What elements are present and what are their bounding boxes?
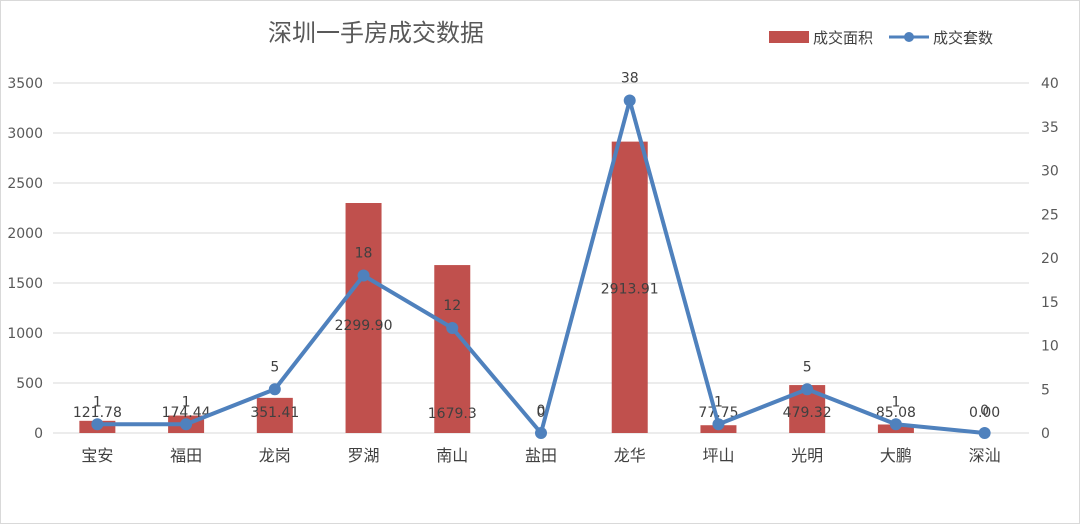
line-point	[978, 427, 991, 439]
line-point	[91, 418, 104, 431]
category-label: 坪山	[702, 446, 734, 465]
left-axis-tick-label: 500	[16, 376, 43, 392]
line-data-label: 12	[443, 298, 461, 314]
category-axis: 宝安 福田 龙岗 罗湖 南山 盐田 龙华 坪山 光明 大鹏 深汕	[81, 446, 1000, 465]
left-axis-tick-label: 2500	[7, 176, 43, 192]
left-axis-tick-label: 1000	[7, 326, 43, 342]
right-axis-tick-label: 5	[1041, 382, 1050, 398]
bar-data-label: 351.41	[250, 405, 299, 421]
bar-series	[79, 141, 914, 433]
line-point	[623, 94, 636, 107]
legend-bar-swatch	[769, 31, 809, 43]
bar-data-labels: 121.78 174.44 351.41 2299.90 1679.3 0 2913.91 7…	[73, 282, 1000, 422]
bar-data-label: 2299.90	[335, 318, 393, 334]
line-data-label: 5	[270, 359, 279, 375]
line-point	[268, 383, 281, 396]
left-axis-tick-label: 2000	[7, 226, 43, 242]
bar	[434, 265, 471, 433]
line-data-label: 5	[803, 359, 812, 375]
line-point	[535, 427, 547, 439]
line-data-label: 0	[980, 403, 989, 419]
right-axis-tick-label: 0	[1041, 426, 1050, 442]
chart-title: 深圳一手房成交数据	[268, 19, 484, 47]
left-axis-tick-label: 3500	[7, 76, 43, 92]
category-label: 盐田	[525, 446, 557, 465]
right-axis-tick-label: 30	[1041, 164, 1059, 180]
right-axis-tick-label: 40	[1041, 76, 1059, 92]
right-axis: 0 5 10 15 20 25 30 35 40	[1041, 76, 1059, 442]
legend-bar-label: 成交面积	[813, 29, 873, 47]
left-axis-tick-label: 0	[34, 426, 43, 442]
category-label: 福田	[170, 446, 202, 465]
bar	[611, 141, 648, 433]
line-data-label: 1	[93, 394, 102, 410]
legend-line-label: 成交套数	[933, 29, 993, 47]
right-axis-tick-label: 25	[1041, 207, 1059, 223]
category-label: 宝安	[81, 446, 113, 465]
category-label: 南山	[436, 446, 468, 465]
left-axis: 0 500 1000 1500 2000 2500 3000 3500	[7, 76, 43, 442]
right-axis-tick-label: 15	[1041, 295, 1059, 311]
line-data-label: 0	[537, 403, 546, 419]
line-series	[91, 94, 991, 439]
line-point	[889, 418, 902, 431]
bar	[256, 397, 293, 433]
line-data-label: 1	[891, 394, 900, 410]
right-axis-tick-label: 20	[1041, 251, 1059, 267]
line-data-labels: 1 1 5 18 12 0 38 1 5 1 0	[93, 71, 989, 420]
line-point	[712, 418, 725, 431]
legend-line-marker	[904, 32, 914, 42]
bar-data-label: 85.08	[876, 405, 916, 421]
category-label: 光明	[791, 446, 823, 465]
left-axis-tick-label: 3000	[7, 126, 43, 142]
bar-data-label: 479.32	[783, 405, 832, 421]
bar-data-label: 121.78	[73, 405, 122, 421]
category-label: 罗湖	[348, 446, 380, 465]
bar-data-label: 1679.3	[428, 406, 477, 422]
legend: 成交面积 成交套数	[769, 29, 993, 47]
bar-data-label: 2913.91	[601, 282, 659, 298]
category-label: 龙华	[614, 446, 646, 465]
line-data-label: 18	[355, 246, 373, 262]
line-point	[801, 383, 814, 396]
line-point	[446, 322, 459, 334]
right-axis-tick-label: 10	[1041, 339, 1059, 355]
category-label: 深汕	[969, 446, 1001, 465]
category-label: 龙岗	[259, 446, 291, 465]
gridlines	[53, 82, 1029, 434]
bar-data-label: 174.44	[162, 405, 211, 421]
line-point	[180, 418, 193, 431]
category-label: 大鹏	[880, 446, 912, 465]
line-data-label: 38	[621, 71, 639, 87]
bar-data-label: 0	[537, 405, 546, 421]
line-data-label: 1	[182, 394, 191, 410]
line-data-label: 1	[714, 394, 723, 410]
bar-data-label: 0.00	[969, 405, 1000, 421]
right-axis-tick-label: 35	[1041, 120, 1059, 136]
left-axis-tick-label: 1500	[7, 276, 43, 292]
bar-data-label: 77.75	[698, 405, 738, 421]
bar	[345, 203, 382, 433]
line-point	[357, 269, 370, 282]
